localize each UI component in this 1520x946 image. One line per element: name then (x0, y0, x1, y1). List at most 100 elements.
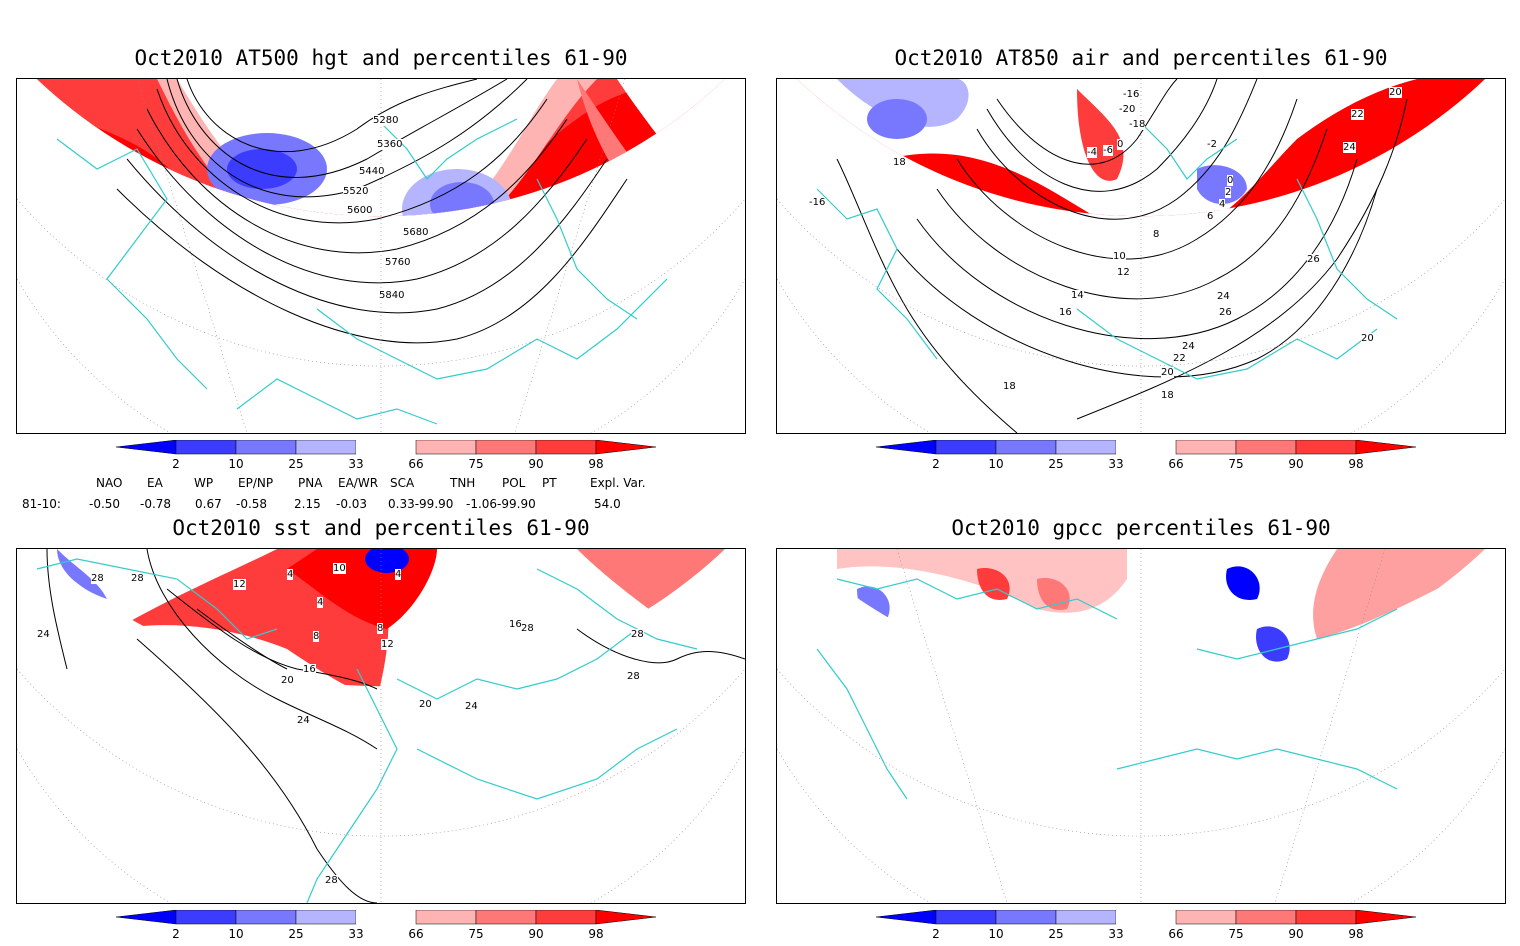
colorbar-segment (175, 440, 237, 455)
index-value: 2.15 (294, 497, 321, 511)
contour-label: -2 (1207, 139, 1217, 150)
panel-title-sst: Oct2010 sst and percentiles 61-90 (172, 516, 590, 540)
contour-label: 24 (1343, 142, 1356, 153)
contour-label: 20 (1389, 87, 1402, 98)
colorbar-tick-label: 2 (932, 457, 940, 471)
colorbar-segment (995, 910, 1057, 925)
contour-label: 28 (631, 629, 644, 640)
colorbar-tick-label: 2 (172, 457, 180, 471)
contour-label: 28 (131, 573, 144, 584)
contour-label: 18 (1003, 381, 1016, 392)
colorbar-segment (475, 440, 537, 455)
colorbar-tick-label: 75 (468, 457, 484, 471)
colorbar-tick-label: 33 (1108, 927, 1124, 941)
colorbar-segment (295, 910, 357, 925)
contour-label: 22 (1351, 109, 1364, 120)
colorbar-hgt: 2 10 25 33 66 75 90 98 (116, 440, 656, 476)
contour-label: 8 (377, 623, 384, 634)
index-header: TNH (450, 476, 476, 490)
contour-label: 4 (1219, 199, 1226, 210)
colorbar-segment (1055, 910, 1117, 925)
colorbar-tick-label: 25 (1048, 927, 1064, 941)
colorbar-tick-label: 90 (528, 457, 544, 471)
index-header: WP (194, 476, 214, 490)
colorbar-segment (1175, 910, 1237, 925)
colorbar-segment (1116, 910, 1176, 924)
colorbar-segment (235, 910, 297, 925)
colorbar-tick-label: 66 (408, 927, 424, 941)
contour-label: 24 (1217, 291, 1230, 302)
contour-label: 4 (317, 597, 324, 608)
contour-label: 24 (1182, 341, 1195, 352)
index-value: -1.06-99.90 (466, 497, 536, 511)
contour-label: 5600 (347, 205, 373, 216)
colorbar-tick-label: 33 (1108, 457, 1124, 471)
contour-label: 16 (509, 619, 522, 630)
colorbar-segment (235, 440, 297, 455)
contour-label: 20 (1161, 367, 1174, 378)
contour-label: 10 (333, 563, 346, 574)
colorbar-segment (475, 910, 537, 925)
contour-label: 22 (1173, 353, 1186, 364)
colorbar-tick-label: 33 (348, 927, 364, 941)
colorbar-segment (876, 910, 937, 925)
colorbar-tick-label: 66 (1168, 457, 1184, 471)
colorbar-segment (1295, 440, 1357, 455)
index-value: -0.78 (140, 497, 172, 511)
contour-label: 20 (1361, 333, 1374, 344)
colorbar-segment (356, 910, 416, 924)
colorbar-segment (876, 440, 937, 455)
contour-label: 4 (395, 569, 402, 580)
colorbar-tick-label: 75 (468, 927, 484, 941)
colorbar-tick-label: 66 (1168, 927, 1184, 941)
map-panel-hgt: 5280 5360 5440 5520 5600 5680 5760 5840 (16, 78, 746, 434)
index-row-label: 81-10: (22, 497, 61, 511)
colorbar-segment (1355, 910, 1416, 925)
colorbar-tick-label: 25 (1048, 457, 1064, 471)
colorbar-segment (1175, 440, 1237, 455)
colorbar-tick-label: 33 (348, 457, 364, 471)
contour-label: 12 (1117, 267, 1130, 278)
colorbar-graphic (876, 910, 1416, 925)
index-value: 54.0 (594, 497, 621, 511)
contour-label: 5440 (359, 166, 385, 177)
contour-label: 5840 (379, 290, 405, 301)
colorbar-graphic (116, 910, 656, 925)
colorbar-tick-label: 10 (988, 457, 1004, 471)
index-header: Expl. Var. (590, 476, 646, 490)
contour-label: 10 (1113, 251, 1126, 262)
colorbar-tick-label: 25 (288, 927, 304, 941)
colorbar-tick-label: 2 (932, 927, 940, 941)
contour-label: 24 (465, 701, 478, 712)
panel-title-air: Oct2010 AT850 air and percentiles 61-90 (894, 46, 1388, 70)
contour-label: 6 (1207, 211, 1214, 222)
colorbar-gpcc: 2 10 25 33 66 75 90 98 (876, 910, 1416, 946)
colorbar-segment (415, 440, 477, 455)
contour-label: 16 (1059, 307, 1072, 318)
contour-label: -16 (1123, 89, 1140, 100)
index-header: NAO (96, 476, 123, 490)
contour-label: -6 (1103, 145, 1113, 156)
index-value: 0.33-99.90 (388, 497, 454, 511)
map-panel-sst: 28 28 12 4 10 4 4 8 8 12 16 20 24 20 24 … (16, 548, 746, 904)
map-panel-gpcc (776, 548, 1506, 904)
contour-label: 18 (893, 157, 906, 168)
colorbar-segment (935, 910, 997, 925)
colorbar-segment (1355, 440, 1416, 455)
index-header: PNA (298, 476, 323, 490)
colorbar-tick-label: 90 (1288, 927, 1304, 941)
colorbar-tick-label: 25 (288, 457, 304, 471)
contour-label: 18 (1161, 390, 1174, 401)
index-value: -0.03 (336, 497, 368, 511)
index-header: PT (542, 476, 557, 490)
panel-title-gpcc: Oct2010 gpcc percentiles 61-90 (951, 516, 1331, 540)
contour-label: -16 (809, 197, 826, 208)
colorbar-tick-label: 10 (988, 927, 1004, 941)
panel-title-hgt: Oct2010 AT500 hgt and percentiles 61-90 (134, 46, 628, 70)
contour-label: 2 (1225, 187, 1232, 198)
index-header: EA (147, 476, 163, 490)
colorbar-tick-label: 90 (1288, 457, 1304, 471)
map-panel-air: -16 -20 -18 -4 -6 0 -2 0 2 4 6 8 10 12 1… (776, 78, 1506, 434)
index-value: -0.58 (236, 497, 268, 511)
contour-label: 4 (287, 569, 294, 580)
